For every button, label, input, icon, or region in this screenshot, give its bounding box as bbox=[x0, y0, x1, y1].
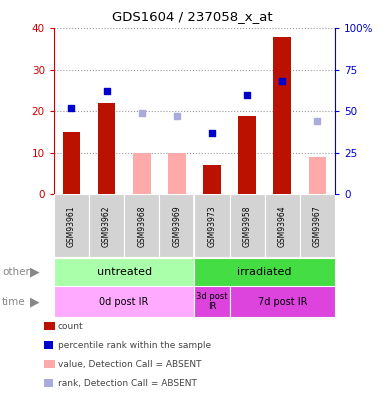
Point bbox=[69, 105, 75, 111]
Text: irradiated: irradiated bbox=[238, 267, 292, 277]
Bar bbox=[194, 194, 229, 257]
Bar bbox=[194, 286, 229, 317]
Text: other: other bbox=[2, 267, 30, 277]
Bar bbox=[300, 194, 335, 257]
Bar bbox=[54, 258, 194, 286]
Text: untreated: untreated bbox=[97, 267, 152, 277]
Point bbox=[279, 78, 285, 85]
Bar bbox=[229, 286, 335, 317]
Bar bbox=[54, 286, 194, 317]
Bar bbox=[229, 194, 265, 257]
Text: 7d post IR: 7d post IR bbox=[258, 296, 307, 307]
Text: GSM93958: GSM93958 bbox=[243, 205, 252, 247]
Text: GSM93964: GSM93964 bbox=[278, 205, 287, 247]
Bar bbox=[89, 194, 124, 257]
Text: rank, Detection Call = ABSENT: rank, Detection Call = ABSENT bbox=[58, 379, 197, 388]
Text: GSM93961: GSM93961 bbox=[67, 205, 76, 247]
Point bbox=[314, 118, 320, 125]
Text: GSM93968: GSM93968 bbox=[137, 205, 146, 247]
Text: count: count bbox=[58, 322, 84, 330]
Text: 0d post IR: 0d post IR bbox=[99, 296, 149, 307]
Text: percentile rank within the sample: percentile rank within the sample bbox=[58, 341, 211, 350]
Point bbox=[139, 110, 145, 116]
Bar bbox=[98, 103, 116, 194]
Bar bbox=[203, 165, 221, 194]
Text: GSM93967: GSM93967 bbox=[313, 205, 322, 247]
Bar bbox=[273, 36, 291, 194]
Bar bbox=[194, 258, 335, 286]
Text: ▶: ▶ bbox=[30, 265, 39, 278]
Point bbox=[174, 113, 180, 119]
Bar bbox=[238, 115, 256, 194]
Text: GSM93973: GSM93973 bbox=[208, 205, 216, 247]
Bar bbox=[264, 194, 300, 257]
Point bbox=[244, 92, 250, 98]
Text: GDS1604 / 237058_x_at: GDS1604 / 237058_x_at bbox=[112, 10, 273, 23]
Bar bbox=[63, 132, 80, 194]
Bar bbox=[309, 157, 326, 194]
Bar bbox=[54, 194, 89, 257]
Text: 3d post
IR: 3d post IR bbox=[196, 292, 228, 311]
Bar bbox=[159, 194, 194, 257]
Bar bbox=[133, 153, 151, 194]
Text: value, Detection Call = ABSENT: value, Detection Call = ABSENT bbox=[58, 360, 201, 369]
Text: GSM93969: GSM93969 bbox=[172, 205, 181, 247]
Point bbox=[209, 130, 215, 136]
Bar bbox=[168, 153, 186, 194]
Bar bbox=[124, 194, 159, 257]
Text: ▶: ▶ bbox=[30, 295, 39, 308]
Text: time: time bbox=[2, 296, 25, 307]
Point bbox=[104, 88, 110, 95]
Text: GSM93962: GSM93962 bbox=[102, 205, 111, 247]
